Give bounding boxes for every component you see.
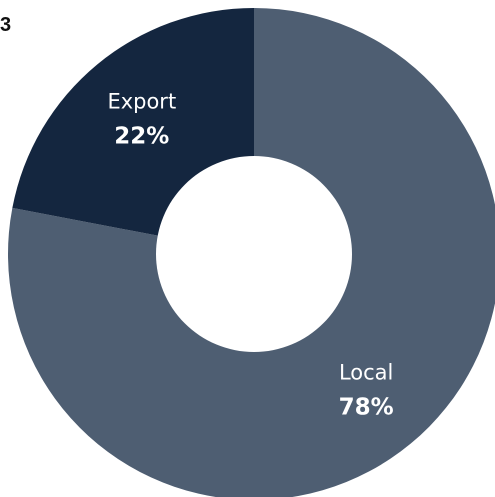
slice-label-local: Local: [339, 361, 393, 385]
slice-label-export: Export: [107, 89, 176, 113]
slice-value-local: 78%: [339, 395, 394, 421]
slice-value-export: 22%: [114, 123, 169, 149]
donut-hole: [156, 156, 352, 352]
slice-local: [8, 8, 495, 497]
donut-labels: Local 78% Export 22%: [107, 89, 393, 420]
page-number: 3: [0, 14, 12, 36]
